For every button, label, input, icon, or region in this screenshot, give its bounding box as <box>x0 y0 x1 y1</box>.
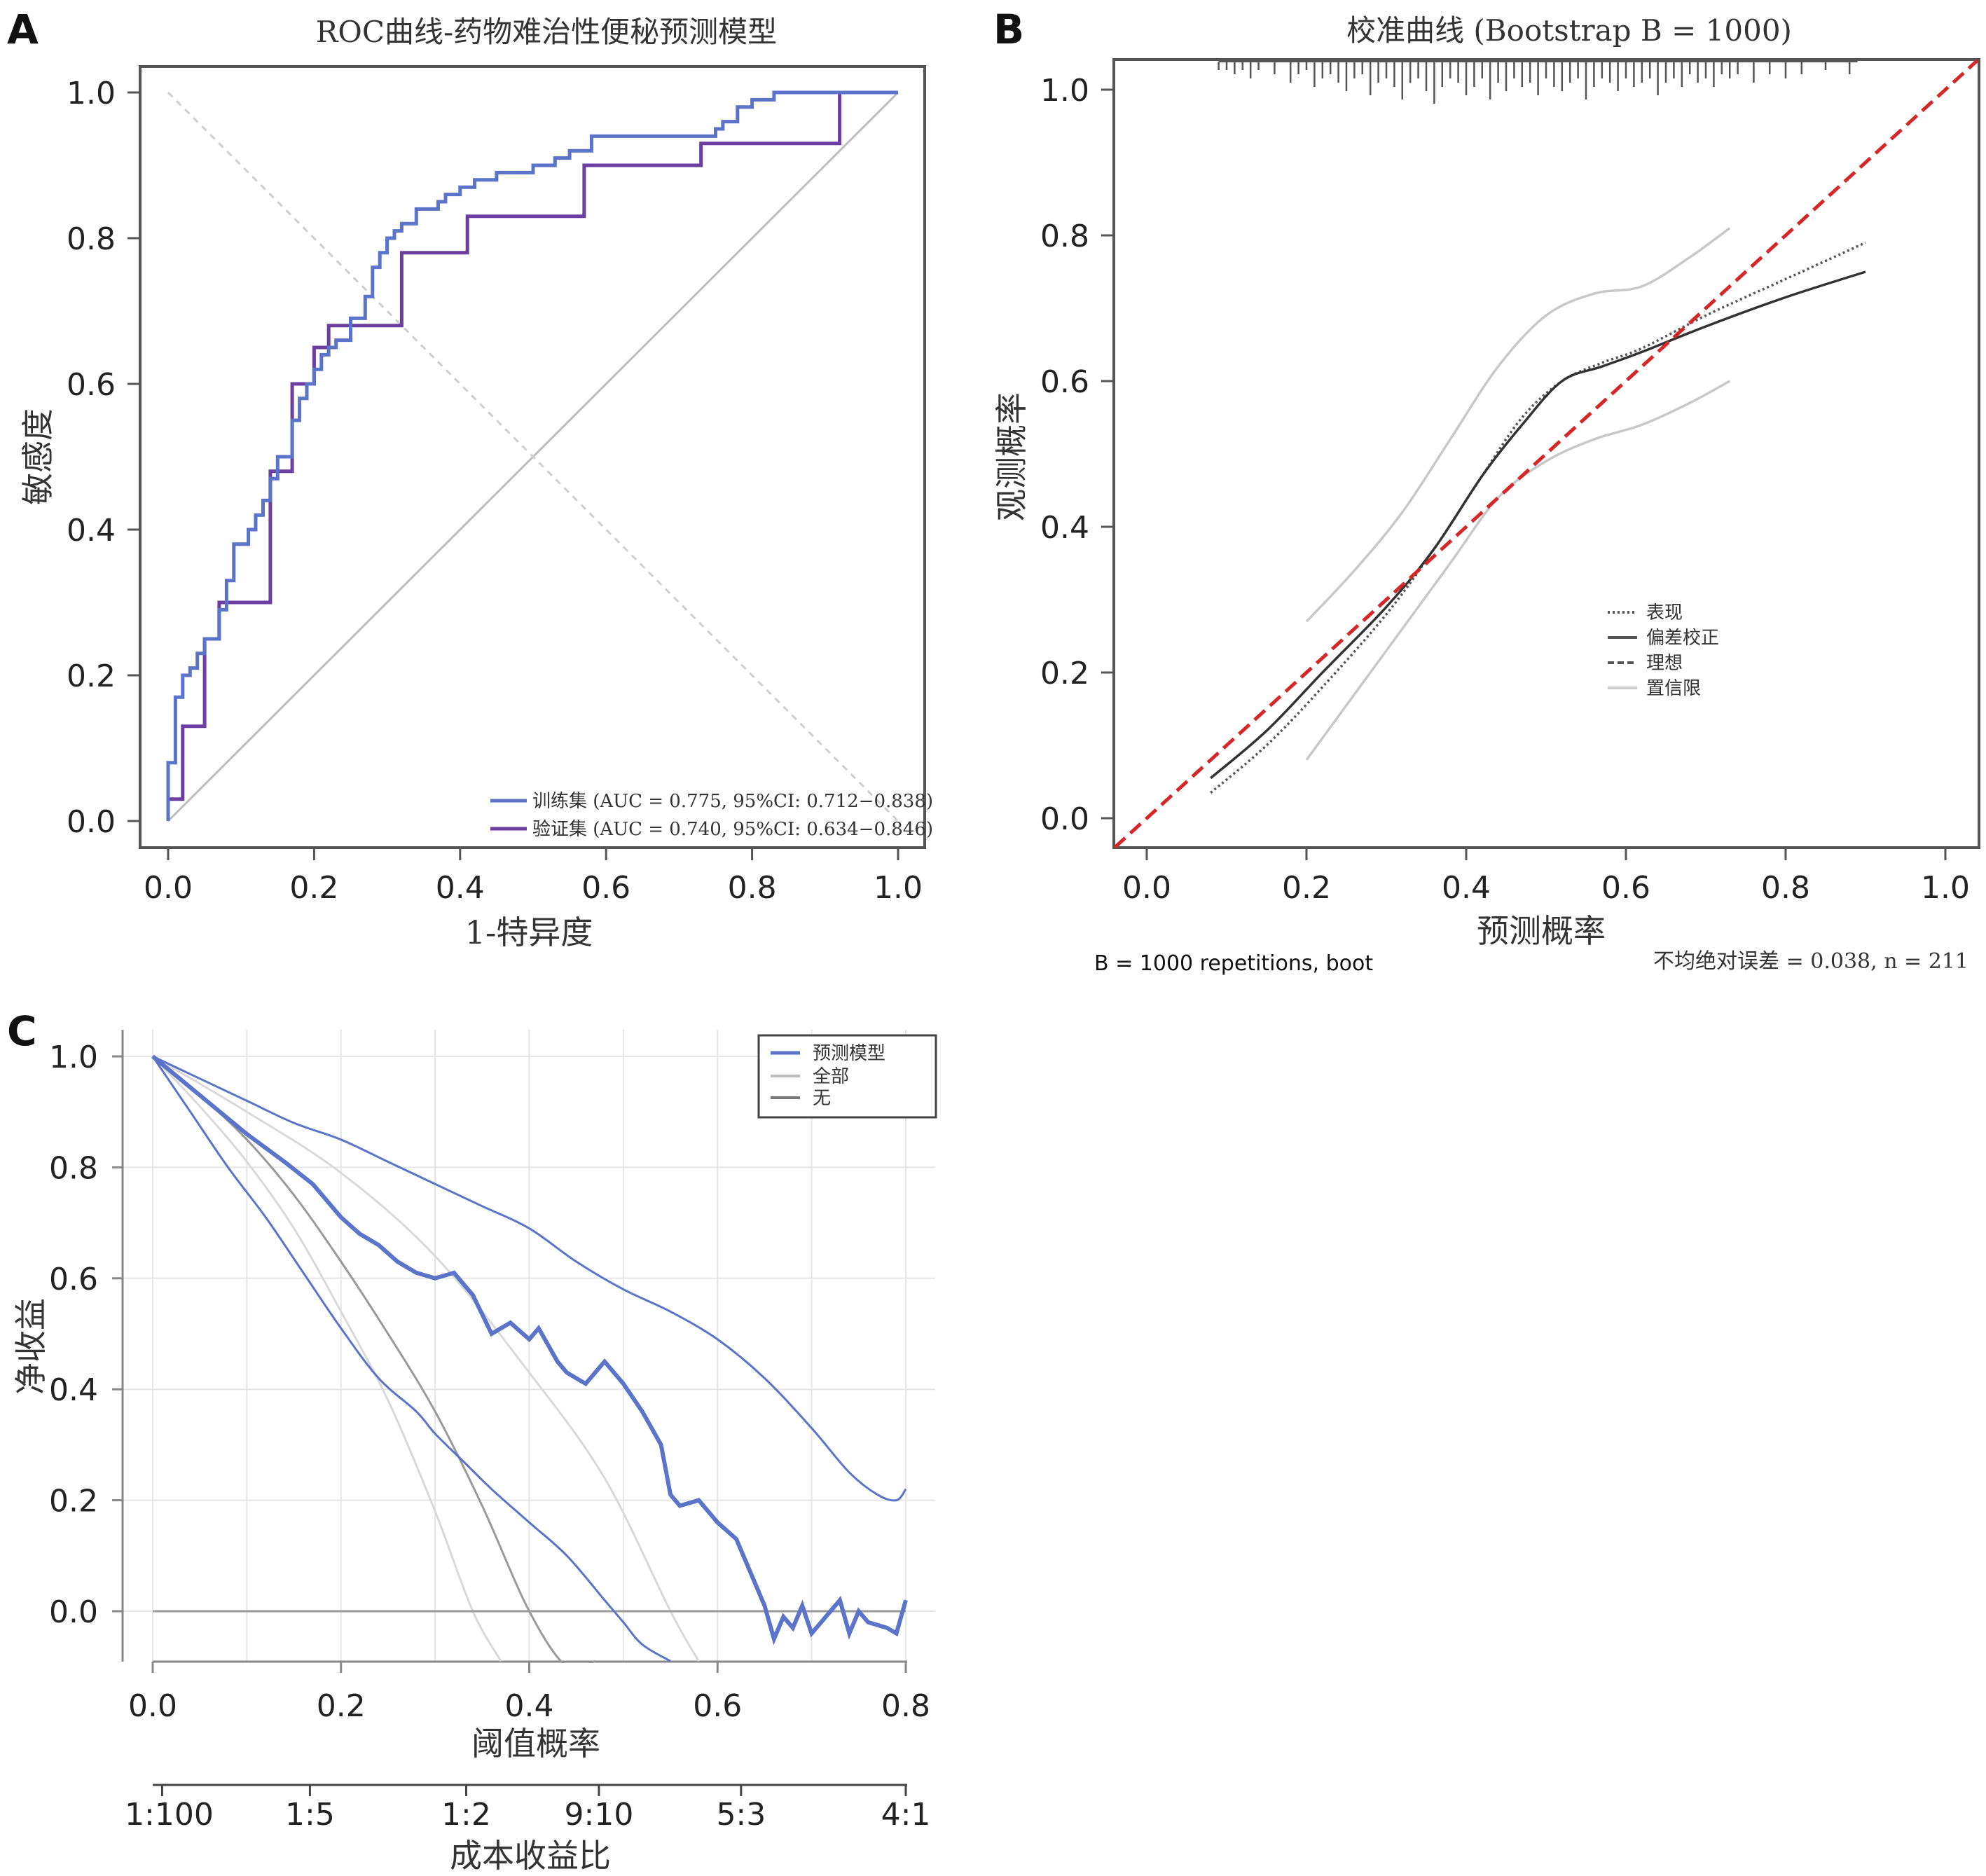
panel-c-second-axis-ticks: 1:100 1:5 1:2 9:10 5:3 4:1 <box>125 1785 930 1833</box>
panel-b-xtick-label: 0.6 <box>1601 870 1650 906</box>
panel-b-xtick-label: 0.2 <box>1282 870 1331 906</box>
dca-model-line <box>151 1054 908 1646</box>
panel-b-ytick-label: 0.2 <box>1040 656 1089 691</box>
panel-a: A ROC曲线-药物难治性便秘预测模型 0.0 0.2 0.4 0.6 0.8 1.0 0… <box>7 6 933 951</box>
panel-a-legend: 训练集 (AUC = 0.775, 95%CI: 0.712−0.838) 验证… <box>490 791 933 840</box>
legend-train-label: 训练集 (AUC = 0.775, 95%CI: 0.712−0.838) <box>532 791 933 812</box>
panel-b-ytick-label: 0.8 <box>1040 219 1089 254</box>
panel-c-xticks: 0.0 0.2 0.4 0.6 0.8 <box>128 1662 930 1724</box>
panel-c-second-tick-label: 5:3 <box>716 1797 766 1833</box>
panel-c-ytick-label: 0.2 <box>49 1484 98 1519</box>
panel-c-xtick-label: 0.8 <box>881 1688 930 1724</box>
panel-c-second-axis-label: 成本收益比 <box>450 1837 611 1875</box>
panel-b-letter: B <box>993 6 1024 53</box>
panel-b-xlabel: 预测概率 <box>1477 912 1606 950</box>
panel-a-ytick-label: 0.4 <box>67 513 116 549</box>
calib-ci-upper-line <box>1305 227 1731 623</box>
panel-b-xtick-label: 0.8 <box>1761 870 1810 906</box>
panel-c-ytick-label: 1.0 <box>49 1040 98 1075</box>
panel-b-plot <box>1113 59 1979 849</box>
legend-apparent-label: 表现 <box>1646 602 1683 623</box>
legend-ci-label: 置信限 <box>1646 678 1701 699</box>
panel-a-xtick-label: 0.2 <box>289 870 338 906</box>
panel-c-xtick-label: 0.0 <box>128 1688 177 1724</box>
panel-c-second-tick-label: 9:10 <box>565 1797 634 1833</box>
panel-b-legend: 表现 偏差校正 理想 置信限 <box>1608 602 1719 699</box>
panel-b-xtick-label: 0.0 <box>1122 870 1171 906</box>
panel-c-xtick-label: 0.6 <box>693 1688 742 1724</box>
panel-a-xtick-label: 0.8 <box>728 870 777 906</box>
panel-a-ytick-label: 0.0 <box>67 804 116 840</box>
legend-all-label: 全部 <box>813 1066 849 1087</box>
panel-a-ytick-label: 1.0 <box>67 76 116 111</box>
calib-ideal-line <box>1113 59 1979 849</box>
panel-c-letter: C <box>7 1007 37 1055</box>
panel-a-xlabel: 1-特异度 <box>465 913 593 951</box>
panel-a-plot <box>166 90 899 822</box>
panel-c-second-tick-label: 1:2 <box>441 1797 491 1833</box>
panel-a-frame <box>139 65 926 849</box>
dca-model-lower-line <box>151 1056 671 1662</box>
panel-a-ylabel: 敏感度 <box>19 408 57 505</box>
panel-a-ytick-label: 0.2 <box>67 658 116 694</box>
panel-b-ytick-label: 0.6 <box>1040 364 1089 400</box>
panel-c-xlabel: 阈值概率 <box>471 1725 600 1763</box>
panel-b-ytick-label: 0.4 <box>1040 510 1089 546</box>
panel-a-yticks: 0.0 0.2 0.4 0.6 0.8 1.0 <box>67 76 140 840</box>
panel-c-xtick-label: 0.4 <box>505 1688 554 1724</box>
panel-c-ytick-label: 0.0 <box>49 1594 98 1630</box>
panel-a-ytick-label: 0.8 <box>67 221 116 257</box>
panel-c-second-tick-label: 1:5 <box>285 1797 335 1833</box>
panel-c-clip-mask <box>123 1663 936 1803</box>
panel-b-frame <box>1112 58 1980 849</box>
panel-b-xticks: 0.0 0.2 0.4 0.6 0.8 1.0 <box>1122 848 1970 906</box>
panel-a-xtick-label: 0.0 <box>144 870 193 906</box>
panel-b-xtick-label: 1.0 <box>1921 870 1970 906</box>
panel-a-xtick-label: 0.4 <box>436 870 485 906</box>
panel-c-ytick-label: 0.8 <box>49 1150 98 1186</box>
legend-none-label: 无 <box>813 1088 831 1109</box>
panel-c-plot <box>123 1054 936 1803</box>
panel-a-xticks: 0.0 0.2 0.4 0.6 0.8 1.0 <box>144 848 923 906</box>
panel-a-xtick-label: 1.0 <box>874 870 923 906</box>
panel-c-ylabel: 净收益 <box>12 1298 50 1395</box>
panel-a-title: ROC曲线-药物难治性便秘预测模型 <box>316 15 777 49</box>
panel-c-ytick-label: 0.6 <box>49 1262 98 1297</box>
panel-b-xtick-label: 0.4 <box>1442 870 1491 906</box>
legend-valid-label: 验证集 (AUC = 0.740, 95%CI: 0.634−0.846) <box>532 819 933 840</box>
legend-model-label: 预测模型 <box>813 1043 885 1064</box>
panel-c-yticks: 0.0 0.2 0.4 0.6 0.8 1.0 <box>49 1040 123 1630</box>
roc-train-line <box>166 90 898 821</box>
legend-bias-label: 偏差校正 <box>1646 628 1719 649</box>
panel-b-ylabel: 观测概率 <box>993 392 1030 521</box>
dca-treat-all-lower-line <box>151 1055 502 1662</box>
calib-ci-lower-line <box>1305 380 1731 761</box>
panel-b-ytick-label: 1.0 <box>1040 73 1089 109</box>
panel-b-ytick-label: 0.0 <box>1040 801 1089 837</box>
panel-c-second-tick-label: 1:100 <box>125 1797 214 1833</box>
panel-a-letter: A <box>7 6 39 53</box>
panel-b-title: 校准曲线 (Bootstrap B = 1000) <box>1346 13 1792 48</box>
panel-b-rug <box>1218 61 1858 104</box>
panel-b-note-left: B = 1000 repetitions, boot <box>1094 951 1373 976</box>
panel-c-legend: 预测模型 全部 无 <box>757 1034 937 1119</box>
panel-b-yticks: 0.0 0.2 0.4 0.6 0.8 1.0 <box>1040 73 1114 837</box>
calib-bias-corrected-line <box>1210 270 1866 780</box>
panel-c: C 0.0 0.2 0.4 0.6 0.8 0.0 0.2 0.4 0.6 0.8 1.0 阈值概… <box>7 1007 937 1875</box>
panel-c-ytick-label: 0.4 <box>49 1372 98 1408</box>
legend-ideal-label: 理想 <box>1646 653 1683 674</box>
calib-apparent-line <box>1210 241 1866 794</box>
dca-model-upper-line <box>152 1055 907 1502</box>
panel-c-xtick-label: 0.2 <box>317 1688 366 1724</box>
panel-a-ytick-label: 0.6 <box>67 367 116 403</box>
panel-c-second-tick-label: 4:1 <box>881 1797 931 1833</box>
panel-b: B 校准曲线 (Bootstrap B = 1000) 0.0 0.2 0.4 0.6… <box>993 6 1980 976</box>
panel-b-note-right: 不均绝对误差 = 0.038, n = 211 <box>1653 949 1968 974</box>
panel-a-xtick-label: 0.6 <box>581 870 630 906</box>
roc-reference-antidiagonal <box>167 91 899 822</box>
